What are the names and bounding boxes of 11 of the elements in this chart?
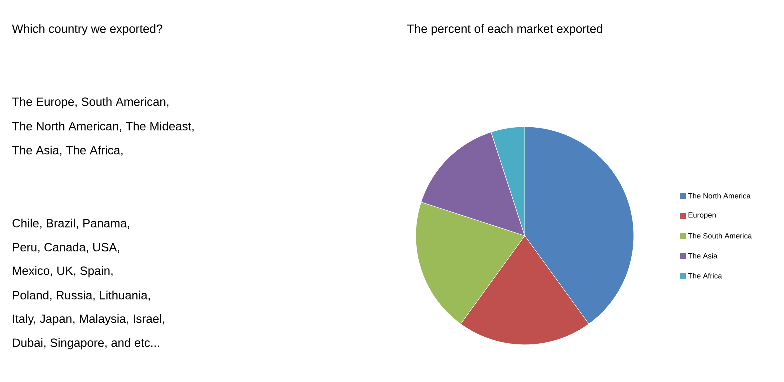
text: Peru, Canada, USA, <box>13 242 120 254</box>
text: Dubai, Singapore, and etc... <box>13 338 160 350</box>
text: Chile, Brazil, Panama, <box>12 218 130 230</box>
chart-title: The percent of each market exported <box>407 24 602 36</box>
text: Mexico, UK, Spain, <box>13 266 113 278</box>
text: The Europe, South American, <box>12 97 169 109</box>
text: The North American, The Mideast, <box>12 122 194 132</box>
text: Which country we exported? <box>12 24 163 36</box>
text: The Asia, The Africa, <box>12 146 123 156</box>
text: Poland, Russia, Lithuania, <box>13 290 150 302</box>
text: Italy, Japan, Malaysia, Israel, <box>13 314 164 326</box>
